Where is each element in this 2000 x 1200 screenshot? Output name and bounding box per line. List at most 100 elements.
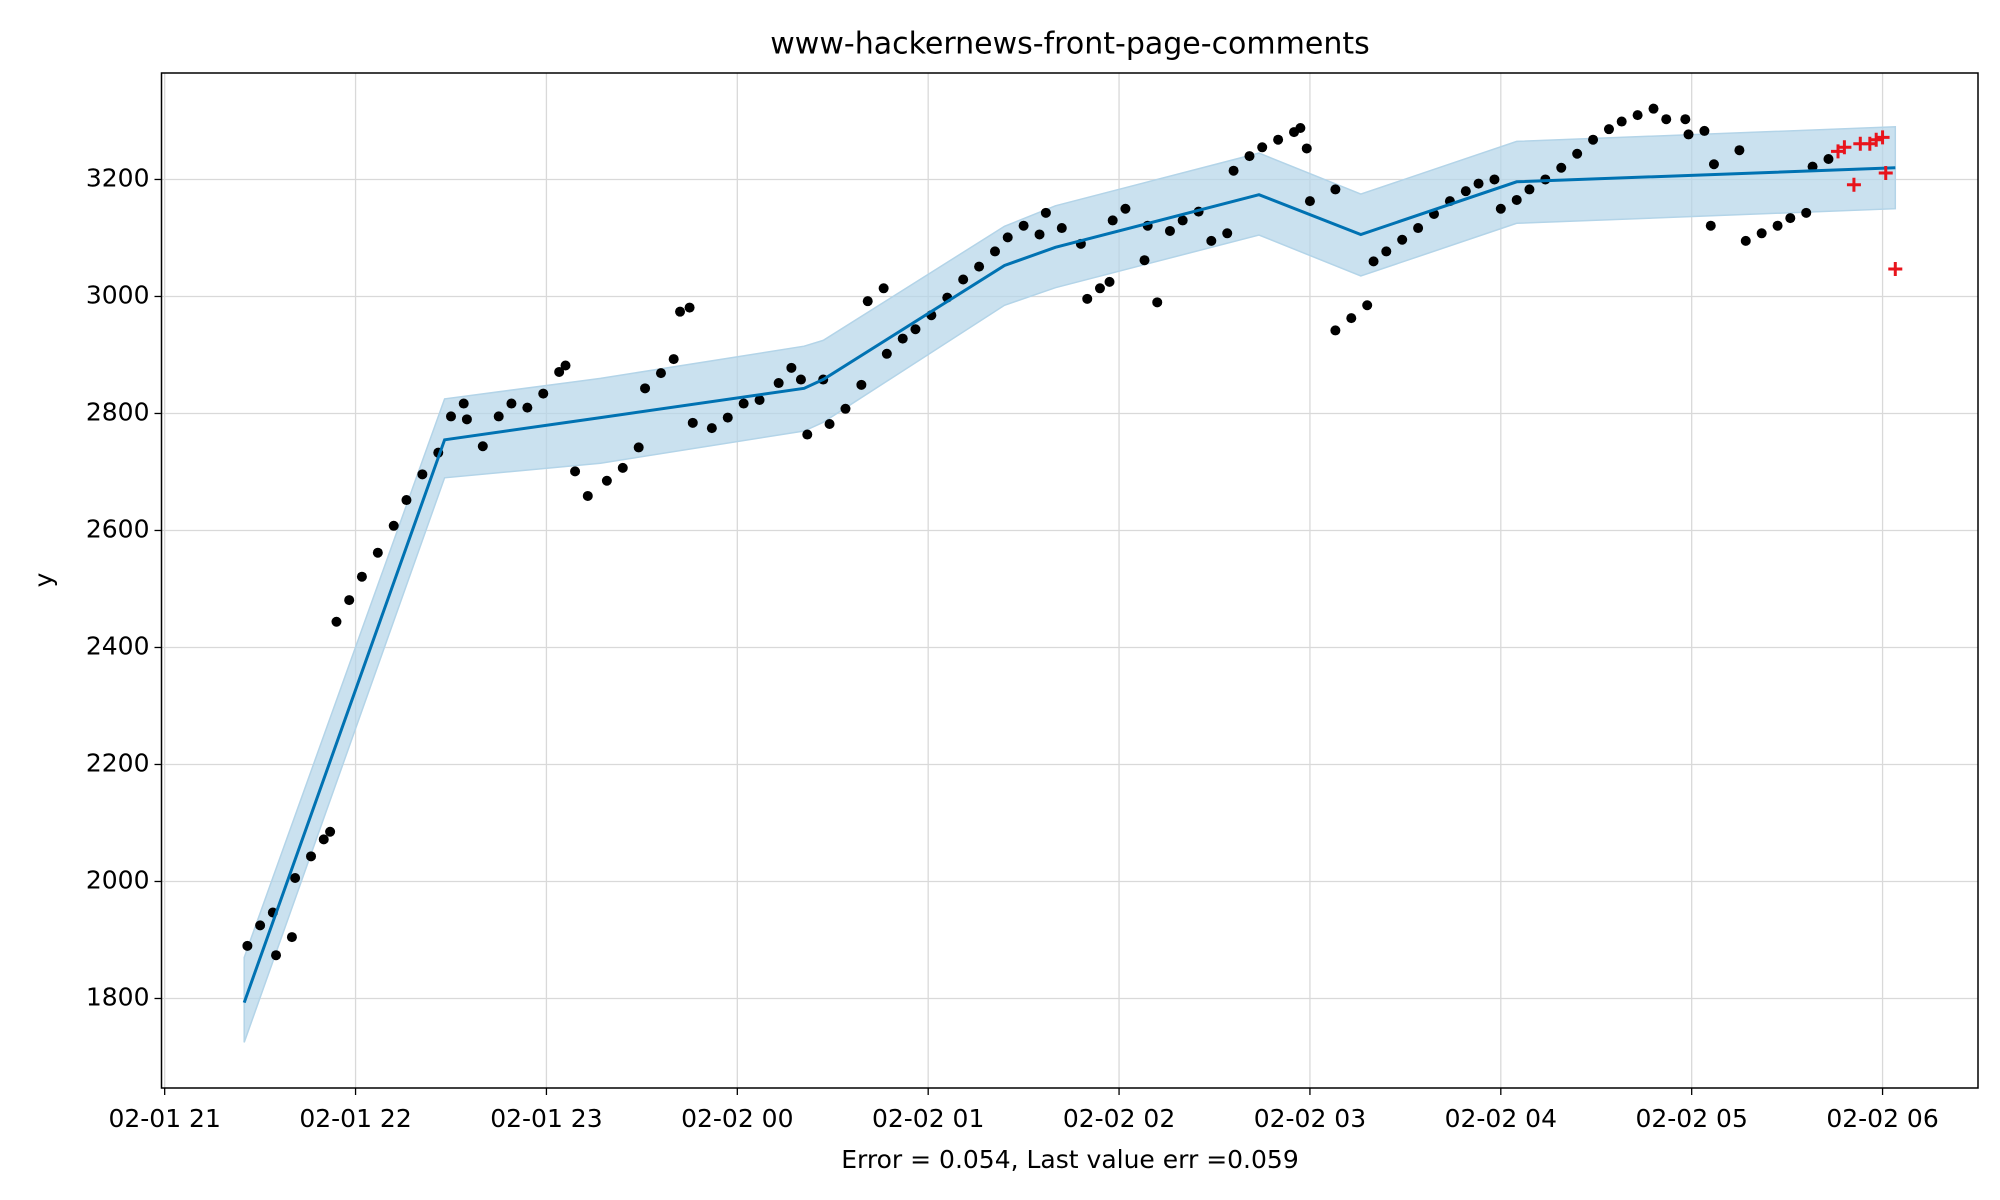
x-tick-label: 02-02 05 — [1635, 1104, 1747, 1133]
y-tick-label: 2200 — [86, 748, 150, 777]
observed-point — [290, 872, 301, 883]
observed-point — [1413, 223, 1424, 234]
y-tick-label: 2000 — [86, 865, 150, 894]
observed-point — [1273, 134, 1284, 145]
observed-point — [1616, 116, 1627, 127]
observed-point — [795, 374, 806, 385]
observed-point — [1301, 143, 1312, 154]
observed-point — [1683, 129, 1694, 140]
observed-point — [1228, 165, 1239, 176]
observed-point — [1164, 225, 1175, 236]
observed-point — [878, 283, 889, 294]
observed-point — [1056, 223, 1067, 234]
observed-point — [1034, 229, 1045, 240]
observed-point — [325, 826, 336, 837]
x-tick-label: 02-01 22 — [299, 1104, 411, 1133]
observed-point — [286, 932, 297, 943]
observed-point — [1705, 220, 1716, 231]
observed-point — [1772, 220, 1783, 231]
observed-point — [255, 920, 266, 931]
forecast-line — [242, 166, 1896, 1004]
observed-point — [1222, 228, 1233, 239]
observed-point — [401, 495, 412, 506]
observed-point — [242, 940, 253, 951]
observed-point — [958, 274, 969, 285]
observed-point — [560, 360, 571, 371]
observed-point — [1381, 246, 1392, 257]
observed-point — [1206, 235, 1217, 246]
future-point — [1837, 140, 1852, 155]
observed-point — [722, 412, 733, 423]
observed-point — [1648, 103, 1659, 114]
observed-point — [1152, 297, 1163, 308]
observed-point — [1304, 196, 1315, 207]
observed-point — [582, 490, 593, 501]
x-tick-label: 02-02 04 — [1445, 1104, 1557, 1133]
x-tick-label: 02-01 23 — [490, 1104, 602, 1133]
observed-point — [538, 388, 549, 399]
uncertainty-band — [243, 126, 1897, 1043]
x-tick-label: 02-02 02 — [1063, 1104, 1175, 1133]
observed-point — [1368, 256, 1379, 267]
y-axis-label: y — [29, 572, 58, 587]
observed-point — [1680, 114, 1691, 125]
x-tick-label: 02-02 00 — [681, 1104, 793, 1133]
observed-point — [1588, 134, 1599, 145]
observed-point — [570, 466, 581, 477]
observed-point — [1257, 142, 1268, 153]
observed-point — [271, 950, 282, 961]
x-tick-label: 02-01 21 — [108, 1104, 220, 1133]
future-point — [1888, 261, 1903, 276]
observed-point — [477, 441, 488, 452]
observed-point — [1785, 213, 1796, 224]
observed-point — [1120, 203, 1131, 214]
observed-point — [1002, 232, 1013, 243]
observed-point — [617, 462, 628, 473]
observed-point — [1740, 235, 1751, 246]
observed-point — [1572, 148, 1583, 159]
observed-point — [1040, 207, 1051, 218]
chart-title: www-hackernews-front-page-comments — [770, 27, 1369, 62]
observed-point — [881, 348, 892, 359]
observed-point — [786, 362, 797, 373]
plot-frame — [160, 72, 1979, 1089]
observed-point — [773, 378, 784, 389]
y-tick-label: 2800 — [86, 397, 150, 426]
observed-point — [802, 429, 813, 440]
observed-point — [1801, 207, 1812, 218]
x-axis-label: Error = 0.054, Last value err =0.059 — [841, 1145, 1298, 1174]
x-tick-label: 02-02 06 — [1826, 1104, 1938, 1133]
observed-point — [356, 571, 367, 582]
observed-point — [318, 834, 329, 845]
future-point — [1869, 132, 1884, 147]
observed-point — [1139, 255, 1150, 266]
grid — [161, 73, 1978, 1088]
observed-point — [1632, 110, 1643, 121]
observed-point — [1244, 151, 1255, 162]
observed-point — [1699, 125, 1710, 136]
x-tick-label: 02-02 03 — [1254, 1104, 1366, 1133]
observed-point — [684, 302, 695, 313]
observed-point — [1082, 293, 1093, 304]
observed-point — [1807, 161, 1818, 172]
observed-point — [1094, 283, 1105, 294]
observed-point — [554, 366, 565, 377]
observed-point — [331, 616, 342, 627]
observed-point — [1495, 203, 1506, 214]
observed-point — [522, 402, 533, 413]
y-tick-label: 1800 — [86, 982, 150, 1011]
observed-point — [1708, 159, 1719, 170]
observed-point — [1330, 184, 1341, 195]
observed-point — [655, 368, 666, 379]
future-point — [1875, 130, 1890, 145]
observed-point — [706, 423, 717, 434]
observed-point — [372, 547, 383, 558]
observed-point — [1346, 313, 1357, 324]
observed-point — [1756, 228, 1767, 239]
observed-point — [1556, 162, 1567, 173]
observed-point — [506, 398, 517, 409]
observed-point — [458, 398, 469, 409]
observed-point — [856, 379, 867, 390]
